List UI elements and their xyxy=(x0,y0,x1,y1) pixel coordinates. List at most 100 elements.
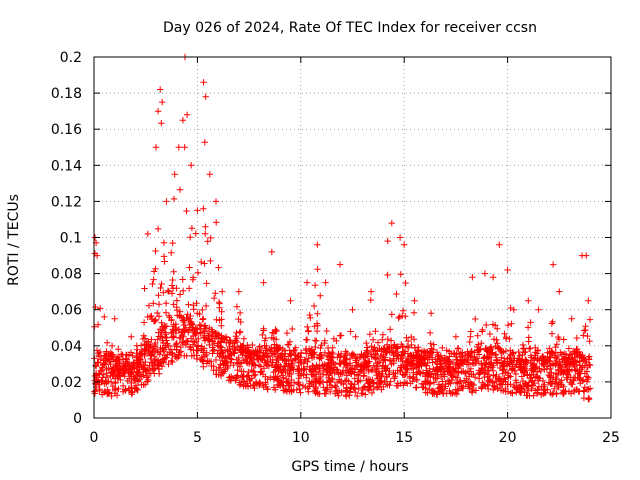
data-point xyxy=(236,346,243,353)
data-point xyxy=(357,366,365,373)
data-point xyxy=(372,355,379,363)
data-point xyxy=(321,349,329,356)
data-point xyxy=(561,350,568,357)
data-point xyxy=(317,344,324,352)
data-point xyxy=(283,329,291,337)
data-point xyxy=(567,390,575,397)
data-point xyxy=(127,370,134,377)
data-point xyxy=(207,234,214,242)
data-point xyxy=(581,327,588,334)
data-point xyxy=(396,234,404,241)
data-point xyxy=(307,366,314,373)
data-point xyxy=(156,326,164,333)
data-point xyxy=(264,386,271,393)
data-point xyxy=(383,373,391,381)
data-point xyxy=(314,364,321,371)
data-point xyxy=(142,368,149,375)
data-point xyxy=(484,348,492,356)
data-point xyxy=(410,354,417,361)
data-point xyxy=(144,230,151,238)
data-point xyxy=(580,332,587,339)
data-point xyxy=(465,373,473,380)
data-point xyxy=(520,383,528,390)
data-point xyxy=(232,333,239,340)
data-point xyxy=(103,370,110,377)
data-point xyxy=(552,370,560,377)
data-point xyxy=(407,353,414,360)
data-point xyxy=(155,333,163,340)
data-point xyxy=(210,339,218,347)
data-point xyxy=(467,365,474,372)
data-point xyxy=(154,108,162,115)
data-point xyxy=(116,356,123,364)
data-point xyxy=(288,388,295,395)
data-point xyxy=(419,384,426,391)
data-point xyxy=(387,326,394,333)
y-tick-label: 0.12 xyxy=(51,194,82,210)
data-point xyxy=(411,344,419,351)
data-point xyxy=(271,351,278,358)
y-tick-label: 0.2 xyxy=(60,50,82,66)
x-tick-label: 15 xyxy=(395,430,413,446)
data-point xyxy=(251,384,258,392)
data-point xyxy=(506,361,513,368)
data-point xyxy=(469,385,476,393)
data-point xyxy=(347,328,354,335)
y-tick-label: 0.08 xyxy=(51,267,82,283)
data-point xyxy=(448,376,455,384)
data-point xyxy=(201,345,208,352)
data-point xyxy=(355,372,362,379)
data-point xyxy=(254,380,262,388)
data-point xyxy=(169,239,176,247)
data-point xyxy=(452,365,459,372)
data-point xyxy=(366,331,374,338)
data-point xyxy=(379,363,386,370)
data-point xyxy=(520,367,528,374)
data-point xyxy=(167,346,174,353)
data-point xyxy=(423,369,430,376)
y-tick-label: 0.14 xyxy=(51,158,82,174)
data-point xyxy=(498,354,505,361)
data-point xyxy=(496,359,504,366)
data-point xyxy=(198,258,205,266)
data-point xyxy=(275,377,282,384)
data-point xyxy=(397,271,404,278)
data-point xyxy=(355,378,362,385)
data-point xyxy=(157,86,164,93)
data-point xyxy=(168,316,175,323)
data-point xyxy=(386,356,393,364)
data-point xyxy=(337,360,344,368)
data-point xyxy=(576,358,583,365)
data-point xyxy=(486,361,494,368)
data-point xyxy=(570,377,577,384)
data-point xyxy=(534,355,541,363)
axis-ticks xyxy=(93,56,612,419)
data-point xyxy=(228,356,235,363)
data-point xyxy=(318,355,325,362)
data-point xyxy=(301,356,308,364)
data-point xyxy=(472,359,480,366)
data-point xyxy=(240,357,247,364)
data-point xyxy=(236,309,244,317)
data-point xyxy=(199,306,206,314)
data-point xyxy=(457,353,465,361)
data-point xyxy=(268,248,275,256)
data-point xyxy=(306,311,313,319)
data-point xyxy=(187,321,194,328)
data-point xyxy=(148,351,155,358)
data-point xyxy=(189,276,197,283)
data-point xyxy=(158,280,165,288)
data-point xyxy=(320,384,327,391)
data-point xyxy=(349,306,356,313)
data-point xyxy=(429,359,436,366)
data-point xyxy=(538,391,545,399)
data-point xyxy=(552,349,559,356)
data-point xyxy=(118,351,125,358)
data-point xyxy=(262,359,269,366)
data-point xyxy=(439,344,446,352)
data-point xyxy=(209,350,216,357)
data-point xyxy=(155,301,163,308)
data-point xyxy=(334,366,341,374)
data-point xyxy=(183,207,190,215)
data-point xyxy=(290,348,297,356)
